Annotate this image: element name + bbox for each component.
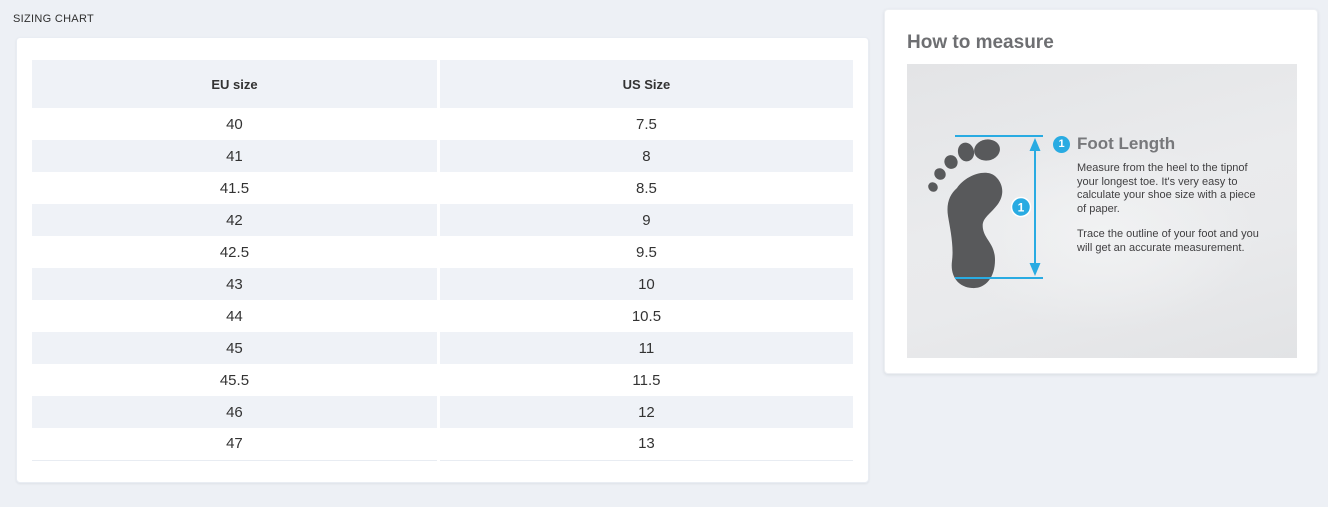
page-title: SIZING CHART [13,13,95,25]
step-number-badge: 1 [1053,135,1070,153]
foot-measurement-diagram: 1 [925,126,1055,301]
eu-size-column-header: EU size [32,60,440,108]
us-size-cell: 9 [438,204,853,236]
us-size-cell: 7.5 [636,115,657,133]
eu-size-cell: 40 [32,108,440,140]
table-row: 42 9 [32,204,853,236]
table-row: 46 12 [32,396,853,428]
instruction-paragraph-1: Measure from the heel to the tipnof your… [1077,162,1256,215]
how-to-measure-card: How to measure [884,9,1318,374]
table-row: 41 8 [32,140,853,172]
footprint-icon [928,139,1003,289]
us-size-cell: 12 [438,396,853,428]
sizing-table-card: EU size US Size 40 7.5 41 8 41.5 8.5 42 9 42.5 9.… [16,37,869,483]
table-row: 47 13 [32,428,853,460]
eu-size-cell: 46 [32,396,440,428]
us-size-cell: 8 [438,140,853,172]
eu-size-cell: 45 [32,332,440,364]
us-size-cell: 10 [438,268,853,300]
sizing-table-body: 40 7.5 41 8 41.5 8.5 42 9 42.5 9.5 43 10 44 10.5 45 11 4… [32,108,853,460]
table-row: 40 7.5 [32,108,853,140]
us-size-column-header: US Size [438,60,853,108]
sizing-table: EU size US Size 40 7.5 41 8 41.5 8.5 42 9 42.5 9.… [32,60,853,461]
eu-size-cell: 41.5 [32,172,440,204]
how-to-measure-title: How to measure [907,32,1054,53]
us-size-cell: 8.5 [636,179,657,197]
eu-size-cell: 45.5 [32,364,440,396]
us-size-cell: 11 [438,332,853,364]
us-size-cell: 9.5 [636,243,657,261]
table-row: 45 11 [32,332,853,364]
eu-size-cell: 44 [32,300,440,332]
eu-size-cell: 43 [32,268,440,300]
foot-length-instructions: 1 Foot Length Measure from the heel to t… [1053,134,1259,255]
table-row: 43 10 [32,268,853,300]
instruction-paragraph-2: Trace the outline of your foot and you w… [1077,228,1259,254]
us-size-cell: 13 [638,435,655,453]
eu-size-cell: 47 [32,428,440,460]
us-size-cell: 10.5 [631,307,662,325]
eu-size-cell: 41 [32,140,440,172]
us-size-cell: 11.5 [632,371,661,389]
table-row: 44 10.5 [32,300,853,332]
table-header-row: EU size US Size [32,60,853,108]
table-row: 45.5 11.5 [32,364,853,396]
table-row: 41.5 8.5 [32,172,853,204]
measurement-arrow-icon [955,135,1043,279]
eu-size-cell: 42 [32,204,440,236]
measure-illustration: 1 1 Foot Length Measure from the heel to… [907,64,1297,358]
eu-size-cell: 42.5 [32,236,440,268]
table-row: 42.5 9.5 [32,236,853,268]
step-title: Foot Length [1077,134,1176,153]
svg-text:1: 1 [1018,201,1025,215]
footprint-diagram-svg: 1 [928,135,1043,289]
diagram-step-badge: 1 [1010,196,1032,218]
step-paragraphs: Measure from the heel to the tipnof your… [1077,162,1259,255]
step-heading: 1 Foot Length [1053,134,1259,154]
